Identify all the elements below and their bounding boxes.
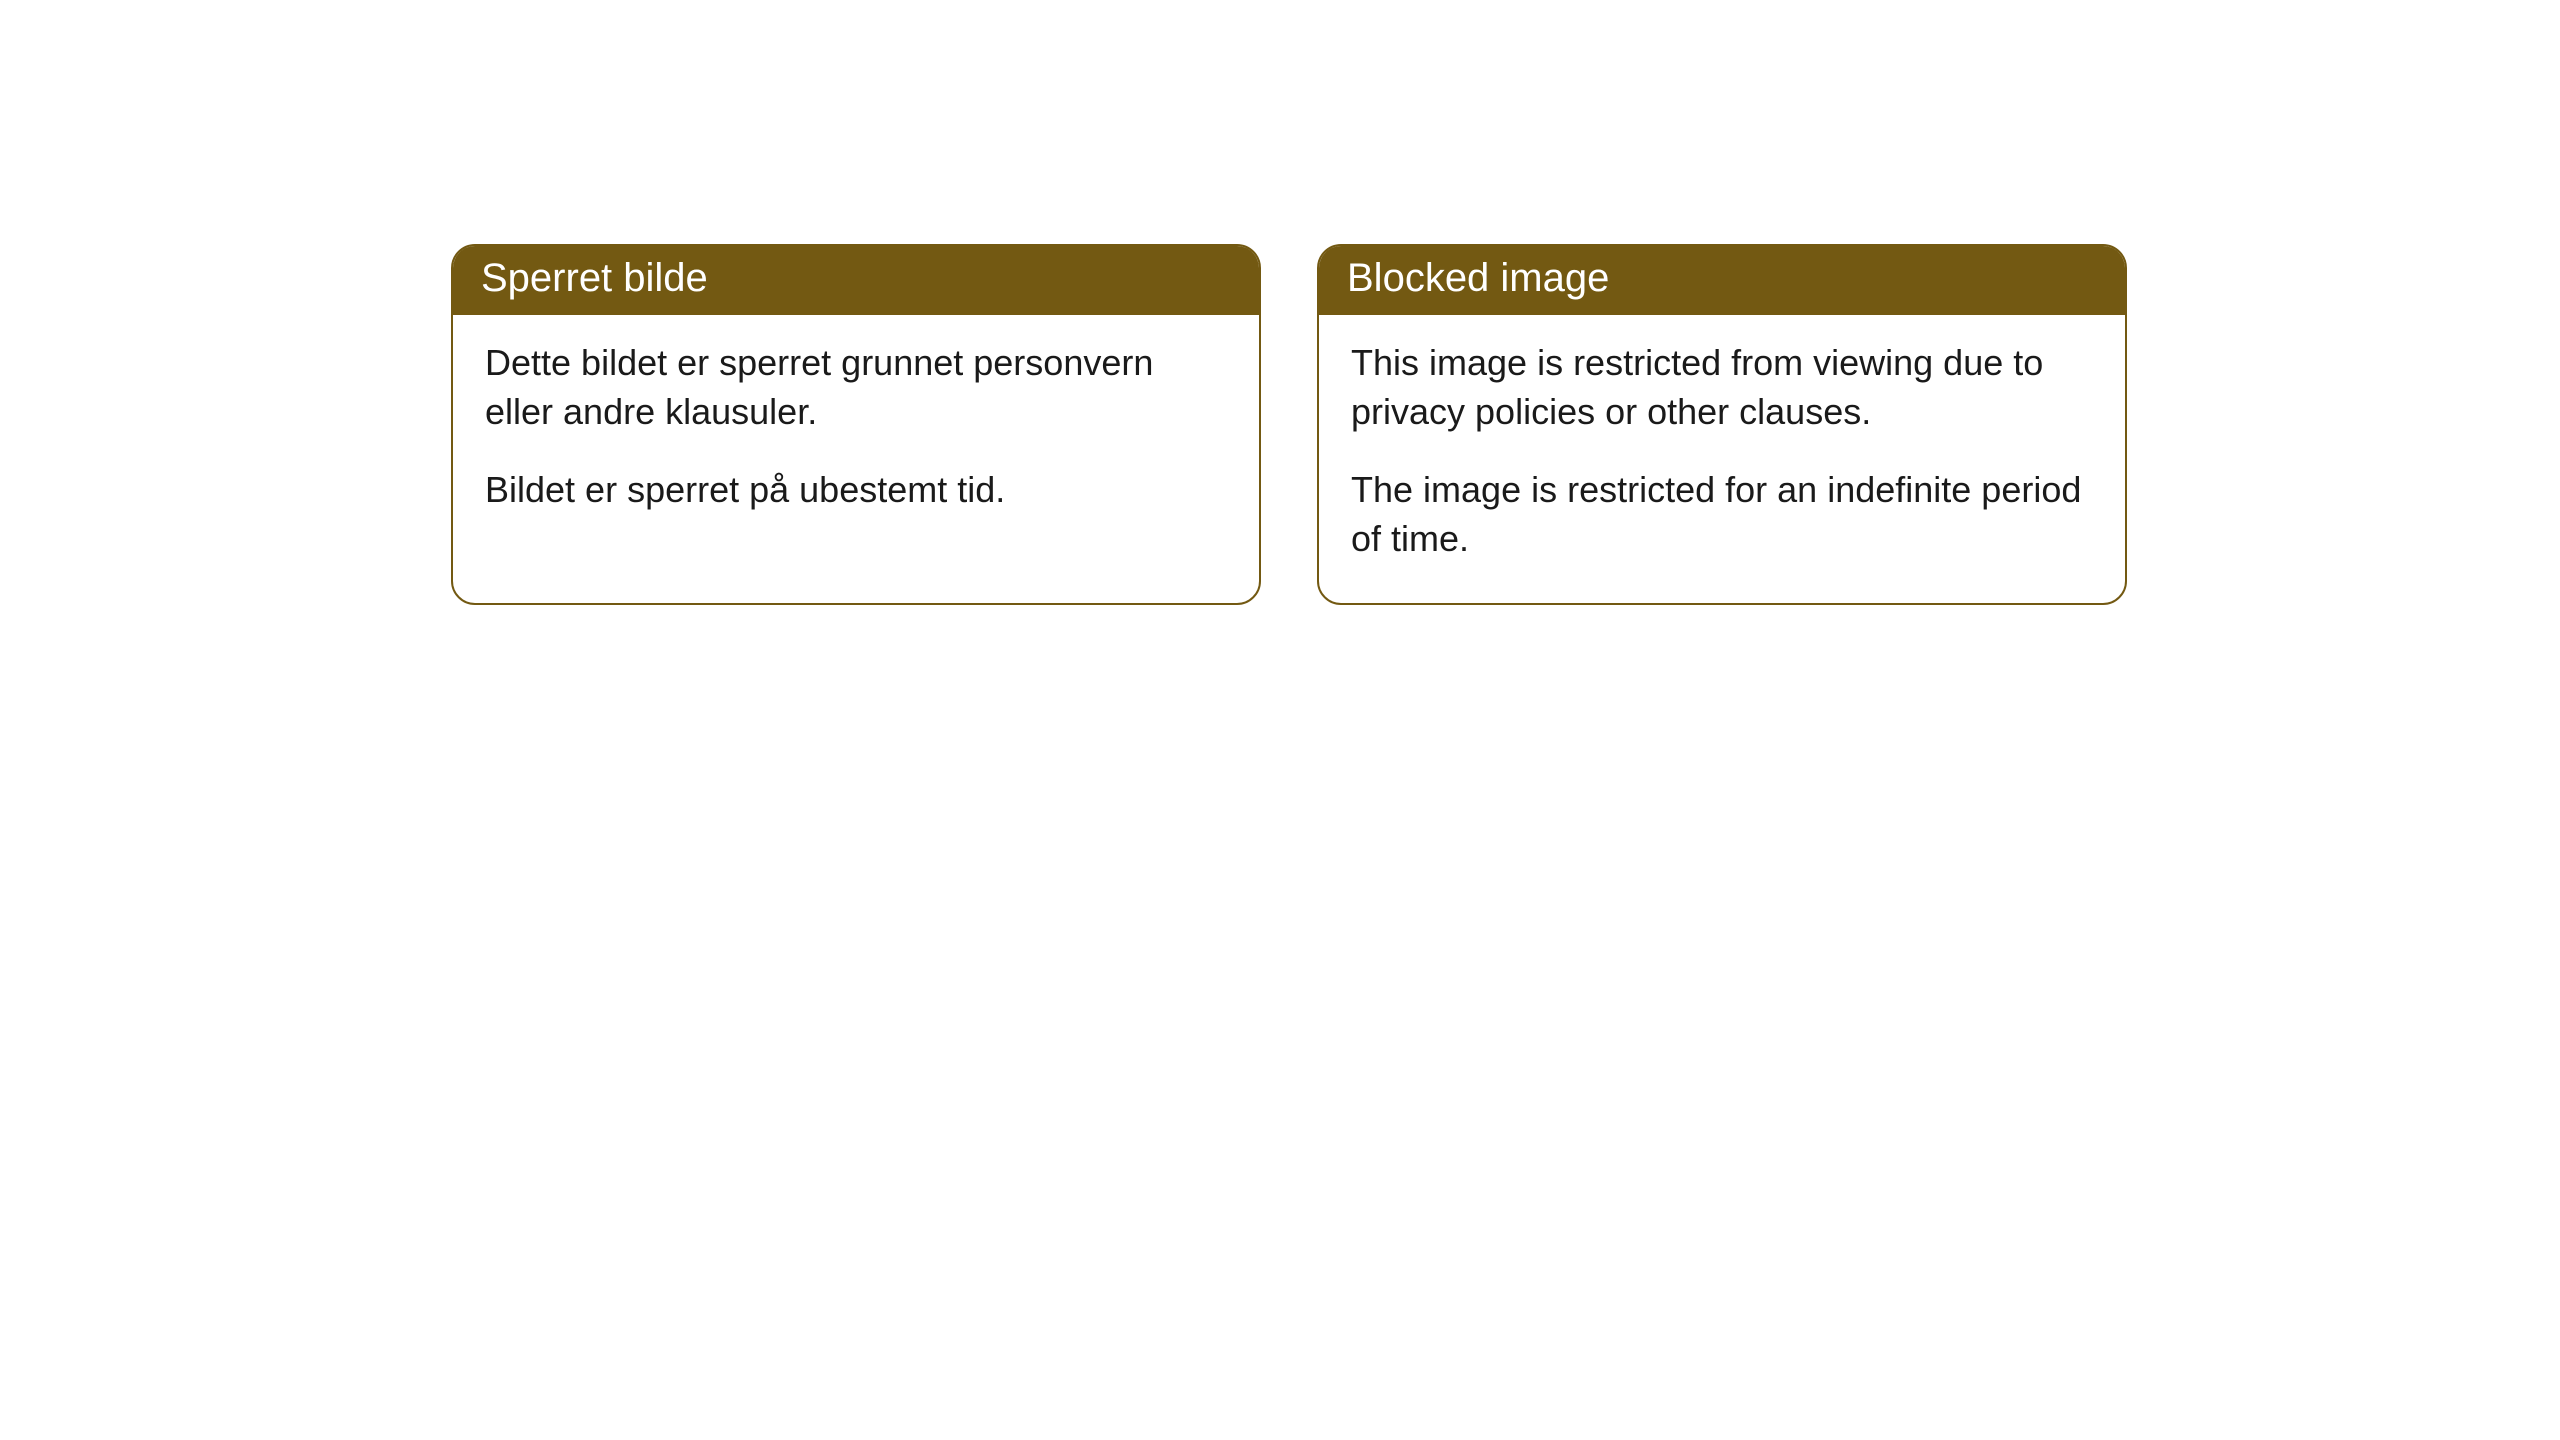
card-paragraph: The image is restricted for an indefinit… [1351, 466, 2093, 563]
card-paragraph: This image is restricted from viewing du… [1351, 339, 2093, 436]
card-header: Sperret bilde [453, 246, 1259, 315]
card-body: Dette bildet er sperret grunnet personve… [453, 315, 1259, 555]
card-header: Blocked image [1319, 246, 2125, 315]
blocked-image-card-norwegian: Sperret bilde Dette bildet er sperret gr… [451, 244, 1261, 605]
blocked-image-card-english: Blocked image This image is restricted f… [1317, 244, 2127, 605]
notice-cards-container: Sperret bilde Dette bildet er sperret gr… [0, 0, 2560, 605]
card-paragraph: Dette bildet er sperret grunnet personve… [485, 339, 1227, 436]
card-body: This image is restricted from viewing du… [1319, 315, 2125, 603]
card-paragraph: Bildet er sperret på ubestemt tid. [485, 466, 1227, 515]
